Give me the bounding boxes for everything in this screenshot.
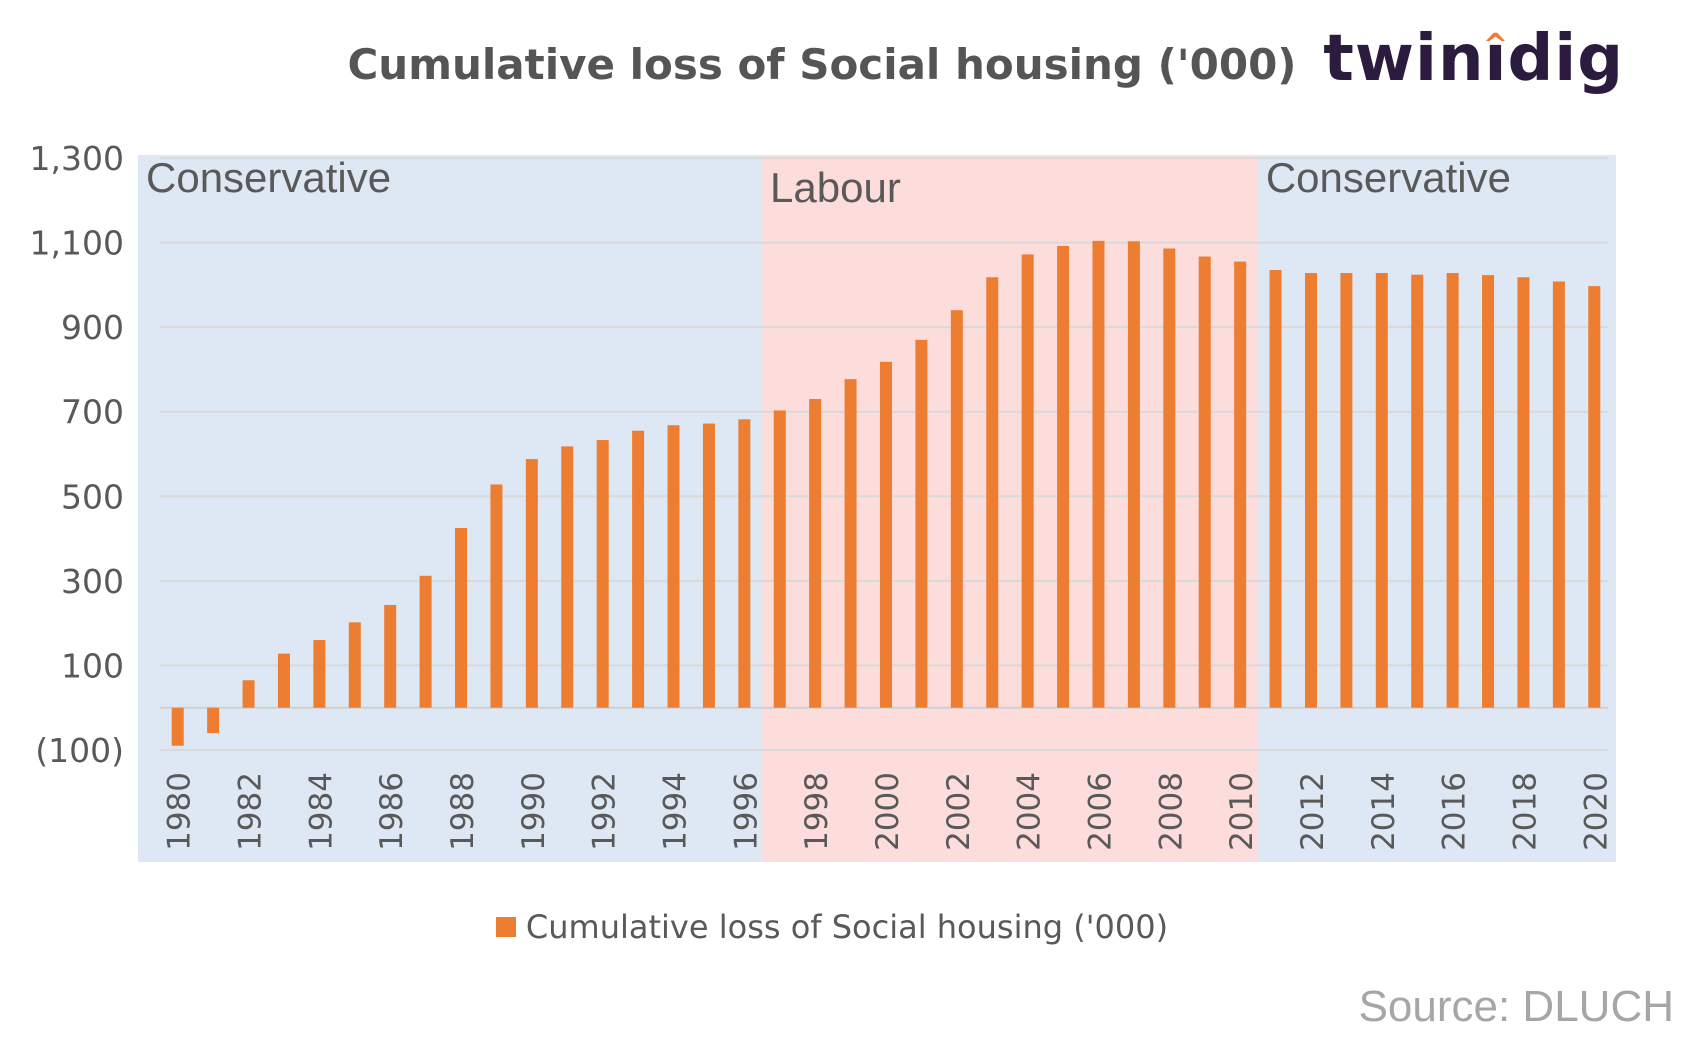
bar-2009 bbox=[1198, 256, 1211, 708]
x-tick-label: 2010 bbox=[1224, 772, 1260, 851]
band-conservative-0 bbox=[138, 155, 763, 862]
bar-2007 bbox=[1127, 241, 1140, 708]
bar-1983 bbox=[277, 653, 290, 708]
band-label-0: Conservative bbox=[146, 154, 391, 201]
x-tick-label: 2006 bbox=[1082, 772, 1118, 851]
y-tick-label: 100 bbox=[61, 646, 124, 685]
bar-1998 bbox=[809, 399, 822, 708]
band-labour-1 bbox=[762, 155, 1258, 862]
bar-2002 bbox=[950, 310, 963, 708]
y-tick-label: (100) bbox=[35, 731, 124, 770]
bar-2006 bbox=[1092, 240, 1105, 708]
y-tick-label: 700 bbox=[61, 393, 124, 432]
bar-2018 bbox=[1517, 277, 1530, 708]
band-label-1: Labour bbox=[770, 164, 901, 211]
x-tick-label: 2000 bbox=[870, 772, 906, 851]
x-tick-label: 1988 bbox=[445, 772, 481, 851]
x-tick-label: 2020 bbox=[1578, 772, 1614, 851]
x-tick-label: 2008 bbox=[1153, 772, 1189, 851]
x-tick-label: 1990 bbox=[516, 772, 552, 851]
y-tick-label: 1,100 bbox=[30, 224, 124, 263]
bar-2008 bbox=[1163, 248, 1176, 708]
y-tick-label: 300 bbox=[61, 562, 124, 601]
x-tick-label: 2002 bbox=[941, 772, 977, 851]
legend-swatch bbox=[495, 917, 516, 937]
x-tick-label: 1980 bbox=[162, 772, 198, 851]
bar-2017 bbox=[1482, 275, 1495, 708]
bar-2001 bbox=[915, 339, 928, 708]
bar-1982 bbox=[242, 680, 255, 708]
bar-1999 bbox=[844, 379, 857, 708]
bar-2015 bbox=[1411, 274, 1424, 708]
twindig-logo: twinı ^ dig bbox=[1323, 22, 1624, 96]
bar-2013 bbox=[1340, 273, 1353, 708]
chart-title: Cumulative loss of Social housing ('000) bbox=[347, 40, 1297, 89]
x-tick-label: 1996 bbox=[728, 772, 764, 851]
x-tick-label: 2012 bbox=[1295, 772, 1331, 851]
bar-1989 bbox=[490, 484, 503, 708]
bar-2012 bbox=[1304, 273, 1317, 708]
legend: Cumulative loss of Social housing ('000) bbox=[0, 908, 1684, 946]
y-tick-label: 1,300 bbox=[30, 139, 124, 178]
bar-2000 bbox=[880, 361, 892, 708]
x-tick-label: 1984 bbox=[303, 772, 339, 851]
x-tick-label: 1982 bbox=[233, 772, 269, 851]
bar-2019 bbox=[1552, 281, 1565, 708]
bar-1990 bbox=[525, 459, 538, 708]
bar-2014 bbox=[1375, 273, 1388, 708]
bar-1981 bbox=[207, 707, 220, 734]
legend-label: Cumulative loss of Social housing ('000) bbox=[525, 908, 1169, 946]
bar-1993 bbox=[632, 430, 645, 708]
bar-1992 bbox=[596, 440, 609, 708]
x-tick-label: 1998 bbox=[799, 772, 835, 851]
y-tick-label: 500 bbox=[61, 477, 124, 516]
source-note: Source: DLUCH bbox=[1358, 982, 1674, 1031]
x-tick-label: 2016 bbox=[1437, 772, 1473, 851]
band-label-2: Conservative bbox=[1266, 154, 1511, 201]
bar-2020 bbox=[1588, 286, 1601, 708]
bar-1986 bbox=[384, 604, 397, 708]
bar-1991 bbox=[561, 446, 574, 708]
bar-2003 bbox=[986, 277, 999, 708]
bar-2004 bbox=[1021, 254, 1034, 708]
x-tick-label: 2004 bbox=[1012, 772, 1048, 851]
bar-1994 bbox=[667, 425, 680, 708]
bar-1996 bbox=[738, 419, 751, 708]
x-tick-label: 2014 bbox=[1366, 772, 1402, 851]
x-tick-label: 1994 bbox=[658, 772, 694, 851]
bar-1984 bbox=[313, 640, 326, 708]
x-tick-label: 1986 bbox=[374, 772, 410, 851]
bar-1995 bbox=[702, 423, 715, 708]
bar-1987 bbox=[419, 575, 432, 708]
bar-2010 bbox=[1234, 261, 1247, 708]
bar-1985 bbox=[348, 622, 361, 708]
bar-2005 bbox=[1057, 245, 1070, 708]
bar-2016 bbox=[1446, 273, 1459, 708]
bar-1997 bbox=[773, 410, 786, 708]
x-tick-label: 2018 bbox=[1507, 772, 1543, 851]
bar-1988 bbox=[455, 528, 468, 708]
bar-2011 bbox=[1269, 270, 1282, 708]
bar-1980 bbox=[171, 707, 184, 746]
y-tick-label: 900 bbox=[61, 308, 124, 347]
x-tick-label: 1992 bbox=[587, 772, 623, 851]
